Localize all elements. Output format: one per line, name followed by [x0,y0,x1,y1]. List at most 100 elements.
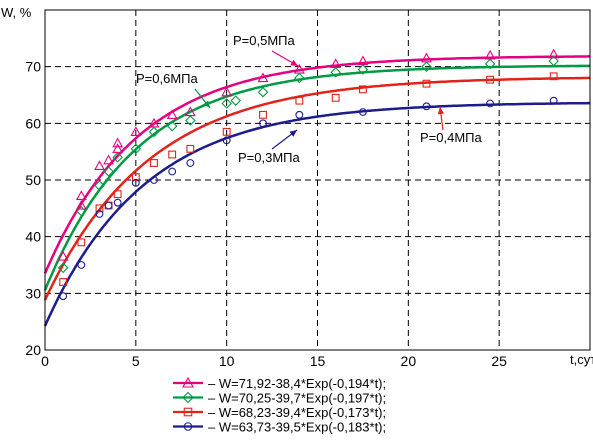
legend-entry: – W=71,92-38,4*Exp(-0,194*t); [208,376,386,391]
legend-entry: – W=63,73-39,5*Exp(-0,183*t); [208,420,386,435]
y-tick-label: 30 [25,285,41,301]
data-point [186,144,195,153]
data-point [422,102,431,111]
plot-frame [44,9,591,351]
data-point [57,250,69,261]
data-point [150,176,158,184]
legend-marker [183,407,193,417]
annotation-arrowhead [289,130,297,137]
data-point [358,85,367,94]
y-tick-label: 70 [25,59,41,75]
data-point [75,190,87,201]
data-point [548,48,560,59]
data-point [484,58,496,70]
x-tick-label: 10 [219,353,235,369]
annotation-arrowhead [290,59,298,66]
data-point [168,167,177,176]
data-point [295,96,304,105]
data-points [57,48,560,301]
data-point [166,109,178,119]
data-point [112,152,123,163]
data-point [486,75,495,84]
legend-entry: – W=68,23-39,4*Exp(-0,173*t); [208,405,386,420]
data-point [549,96,558,105]
data-point [94,180,105,191]
x-axis-label: t,сут [570,352,593,367]
data-point [112,137,124,148]
data-point [103,154,115,165]
data-point [331,93,340,102]
data-point [259,110,267,119]
fit-curves [43,55,591,327]
legend-entry: – W=70,25-39,7*Exp(-0,197*t); [208,391,386,406]
annotation-label: P=0,6МПа [136,71,199,86]
data-point [549,72,558,81]
data-point [130,126,142,136]
fit-curve [43,76,591,301]
data-point [548,55,559,67]
data-point [294,72,305,84]
data-point [257,86,269,98]
data-point [94,160,105,170]
data-point [185,115,196,126]
y-axis-label: W, % [1,5,32,20]
data-point [257,72,269,83]
data-point [166,120,178,132]
data-point [113,190,122,199]
data-point [131,173,140,182]
data-point [95,210,104,218]
data-point [221,98,232,109]
y-tick-label: 50 [25,172,41,188]
data-point [150,159,158,167]
data-point [222,136,231,145]
data-point [77,238,86,247]
x-tick-label: 5 [132,353,140,369]
data-point [168,150,177,159]
data-point [259,119,267,128]
data-point [148,126,160,138]
annotation-label: P=0,3МПа [238,150,301,165]
legend-marker [182,376,194,388]
data-point [186,159,195,167]
x-tick-label: 20 [401,353,417,369]
annotation-arrowhead [203,100,210,108]
data-point [95,204,104,213]
tick-labels: 0 5 10 15 20 25 20 30 40 50 60 70 [25,59,507,369]
y-tick-label: 60 [25,115,41,131]
data-point [57,262,69,274]
x-tick-label: 15 [310,353,326,369]
fit-curve [43,64,590,291]
data-point [59,278,68,286]
annotation-label: P=0,5МПа [233,33,296,48]
data-point [358,108,367,116]
data-point [104,201,113,210]
legend-marker [183,422,193,431]
annotation-arrowhead [437,107,445,115]
data-point [230,95,242,106]
y-tick-label: 20 [25,342,41,358]
fit-curve [43,55,590,274]
data-point [422,79,431,88]
data-point [130,143,142,155]
data-point [77,261,86,269]
x-tick-label: 0 [41,353,49,369]
data-point [486,99,495,108]
data-point [103,166,114,177]
y-tick-label: 40 [25,229,41,245]
legend: – W=71,92-38,4*Exp(-0,194*t);– W=70,25-3… [173,376,386,435]
data-point [76,205,87,217]
data-point [357,64,369,75]
data-point [295,110,304,119]
annotations: P=0,5МПа P=0,6МПа P=0,4МПа P=0,3МПа [136,33,483,165]
legend-marker [182,391,194,404]
x-tick-label: 25 [491,353,507,369]
data-point [59,292,68,301]
data-point [113,198,122,207]
data-point [131,178,140,187]
data-point [330,67,341,78]
fit-curve [43,101,590,327]
data-point [221,86,233,97]
data-point [421,61,432,72]
data-point [222,127,231,136]
